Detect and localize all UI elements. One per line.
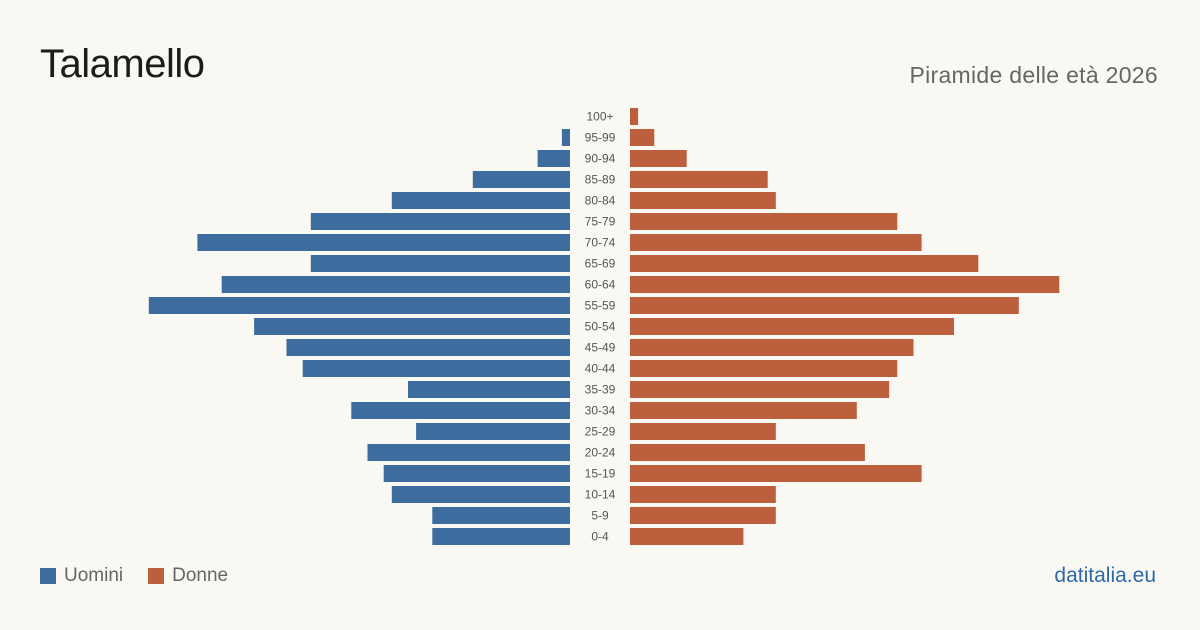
legend-item-women: Donne: [148, 565, 228, 587]
bar-women-30-34: [630, 402, 857, 419]
bar-women-75-79: [630, 213, 898, 230]
bar-women-80-84: [630, 192, 776, 209]
age-label-70-74: 70-74: [585, 236, 616, 250]
bar-women-40-44: [630, 360, 898, 377]
bar-men-30-34: [351, 402, 570, 419]
bar-men-40-44: [302, 360, 570, 377]
bar-women-35-39: [630, 381, 890, 398]
bar-women-65-69: [630, 255, 979, 272]
bar-men-10-14: [391, 486, 570, 503]
age-label-60-64: 60-64: [585, 278, 616, 292]
bar-women-100+: [630, 108, 639, 125]
bar-women-50-54: [630, 318, 954, 335]
age-label-90-94: 90-94: [585, 152, 616, 166]
bar-men-25-29: [416, 423, 570, 440]
bar-men-15-19: [383, 465, 570, 482]
age-label-40-44: 40-44: [585, 362, 616, 376]
age-label-5-9: 5-9: [591, 509, 609, 523]
bar-women-10-14: [630, 486, 776, 503]
bar-men-95-99: [561, 129, 570, 146]
age-label-100+: 100+: [586, 110, 613, 124]
bar-women-45-49: [630, 339, 914, 356]
bar-men-0-4: [432, 528, 570, 545]
age-label-15-19: 15-19: [585, 467, 616, 481]
bar-women-70-74: [630, 234, 922, 251]
age-label-85-89: 85-89: [585, 173, 616, 187]
age-label-55-59: 55-59: [585, 299, 616, 313]
bar-men-70-74: [197, 234, 570, 251]
bar-men-50-54: [254, 318, 570, 335]
chart-legend: Uomini Donne: [40, 565, 253, 587]
bar-women-55-59: [630, 297, 1019, 314]
age-label-20-24: 20-24: [585, 446, 616, 460]
bar-women-90-94: [630, 150, 687, 167]
bar-women-60-64: [630, 276, 1060, 293]
bar-men-55-59: [148, 297, 571, 314]
bar-men-35-39: [408, 381, 570, 398]
bar-women-85-89: [630, 171, 768, 188]
bar-men-60-64: [221, 276, 570, 293]
age-label-45-49: 45-49: [585, 341, 616, 355]
bar-men-5-9: [432, 507, 570, 524]
legend-swatch-women: [148, 568, 165, 584]
bar-men-85-89: [472, 171, 570, 188]
legend-label-women: Donne: [172, 565, 229, 586]
bar-women-5-9: [630, 507, 776, 524]
bar-women-0-4: [630, 528, 744, 545]
age-label-75-79: 75-79: [585, 215, 616, 229]
bar-men-20-24: [367, 444, 570, 461]
bar-women-95-99: [630, 129, 655, 146]
age-label-50-54: 50-54: [585, 320, 616, 334]
bar-men-90-94: [537, 150, 570, 167]
bar-men-75-79: [310, 213, 570, 230]
bar-men-65-69: [310, 255, 570, 272]
age-label-80-84: 80-84: [585, 194, 616, 208]
age-label-95-99: 95-99: [585, 131, 616, 145]
bar-women-15-19: [630, 465, 922, 482]
age-label-10-14: 10-14: [585, 488, 616, 502]
bar-women-20-24: [630, 444, 865, 461]
legend-item-men: Uomini: [40, 565, 123, 587]
chart-subtitle: Piramide delle età 2026: [909, 62, 1158, 88]
legend-label-men: Uomini: [64, 565, 124, 586]
bar-women-25-29: [630, 423, 776, 440]
age-label-25-29: 25-29: [585, 425, 616, 439]
page-title: Talamello: [40, 42, 205, 86]
age-label-0-4: 0-4: [591, 530, 609, 544]
age-label-35-39: 35-39: [585, 383, 616, 397]
bar-men-45-49: [286, 339, 570, 356]
bar-men-80-84: [391, 192, 570, 209]
legend-swatch-men: [40, 568, 56, 584]
age-label-65-69: 65-69: [585, 257, 616, 271]
age-label-30-34: 30-34: [585, 404, 616, 418]
brand-link[interactable]: datitalia.eu: [1054, 564, 1156, 587]
